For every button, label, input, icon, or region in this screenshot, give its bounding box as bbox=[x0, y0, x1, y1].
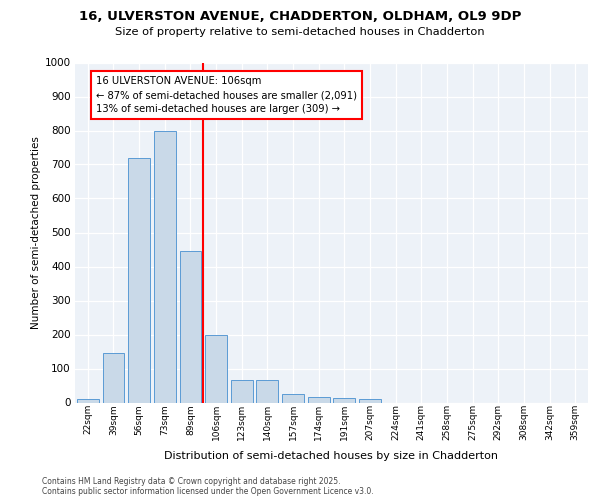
Bar bbox=[359, 399, 381, 402]
Text: Contains HM Land Registry data © Crown copyright and database right 2025.
Contai: Contains HM Land Registry data © Crown c… bbox=[42, 476, 374, 496]
Bar bbox=[256, 380, 278, 402]
Text: 16, ULVERSTON AVENUE, CHADDERTON, OLDHAM, OL9 9DP: 16, ULVERSTON AVENUE, CHADDERTON, OLDHAM… bbox=[79, 10, 521, 23]
Text: 16 ULVERSTON AVENUE: 106sqm
← 87% of semi-detached houses are smaller (2,091)
13: 16 ULVERSTON AVENUE: 106sqm ← 87% of sem… bbox=[95, 76, 356, 114]
Bar bbox=[179, 251, 202, 402]
Text: Size of property relative to semi-detached houses in Chadderton: Size of property relative to semi-detach… bbox=[115, 27, 485, 37]
Bar bbox=[205, 334, 227, 402]
Bar bbox=[128, 158, 150, 402]
Bar bbox=[308, 396, 329, 402]
Bar bbox=[154, 130, 176, 402]
Bar bbox=[334, 398, 355, 402]
Bar bbox=[77, 399, 99, 402]
X-axis label: Distribution of semi-detached houses by size in Chadderton: Distribution of semi-detached houses by … bbox=[164, 452, 499, 462]
Bar bbox=[103, 353, 124, 403]
Bar bbox=[231, 380, 253, 402]
Bar bbox=[282, 394, 304, 402]
Y-axis label: Number of semi-detached properties: Number of semi-detached properties bbox=[31, 136, 41, 329]
